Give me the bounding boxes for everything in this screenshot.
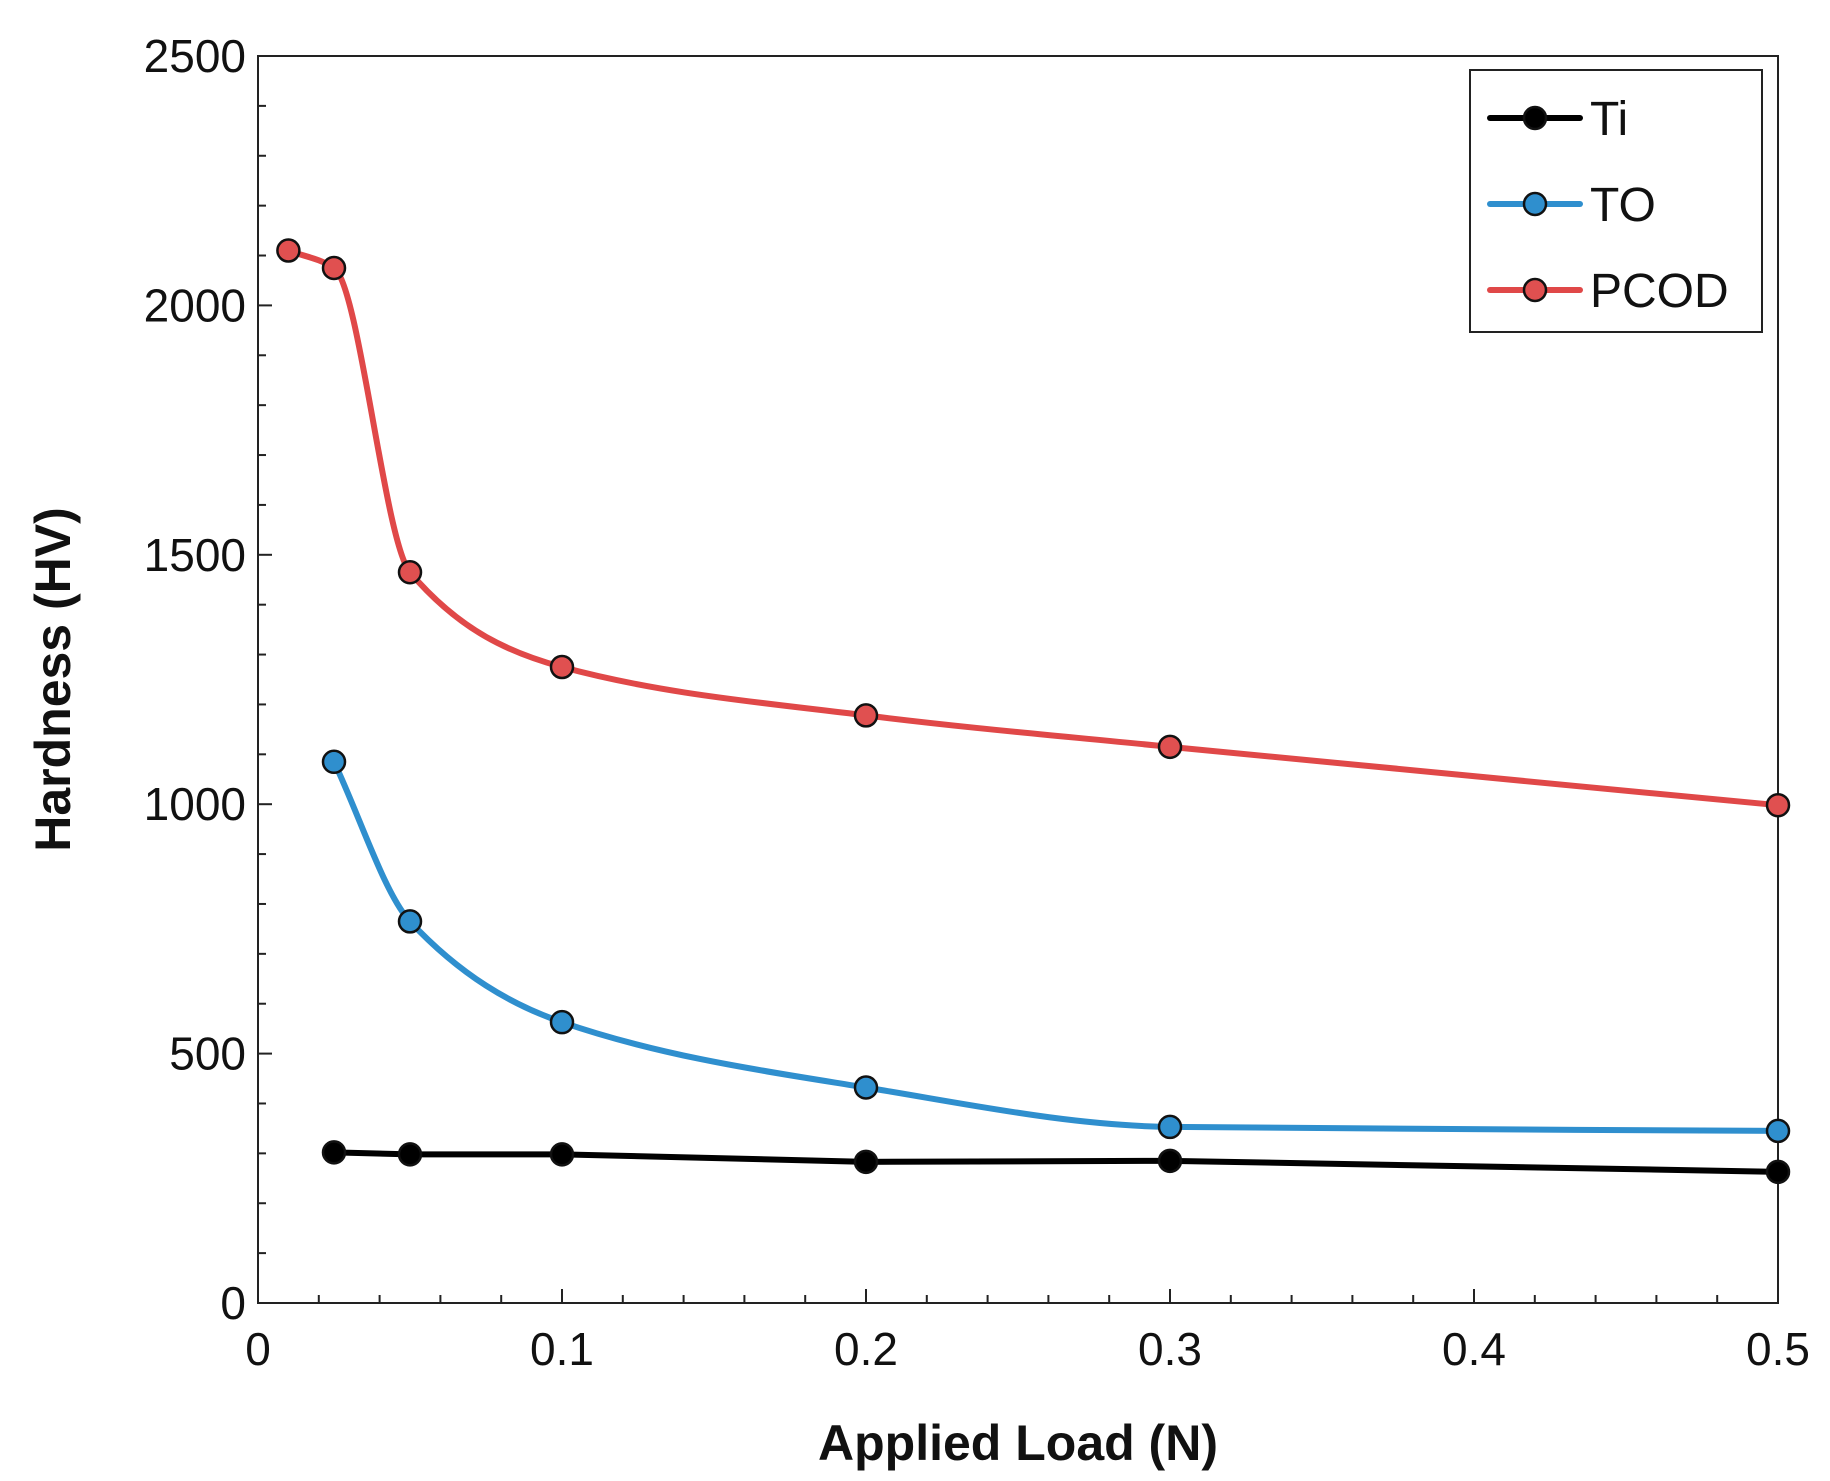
data-point-ti (1765, 1159, 1791, 1185)
legend: Ti TO PCOD (1469, 69, 1763, 333)
y-tick-label: 1000 (144, 778, 246, 830)
data-point-ti (397, 1142, 423, 1167)
data-point-to (853, 1075, 879, 1100)
data-point-to (549, 1009, 575, 1035)
data-point-pcod (276, 238, 301, 263)
x-tick-label: 0 (245, 1323, 271, 1375)
data-point-to (1157, 1114, 1183, 1140)
series-line-ti (331, 1149, 1781, 1175)
legend-marker-ti (1522, 105, 1548, 131)
data-point-to (321, 749, 347, 775)
x-axis-title: Applied Load (N) (818, 1415, 1218, 1471)
data-point-pcod (549, 654, 575, 680)
data-point-ti (321, 1140, 347, 1165)
plot-frame (257, 55, 1779, 1304)
legend-label-ti: Ti (1590, 93, 1628, 146)
axes: 0 500 1000 1500 2000 2500 0 0.1 0.2 0.3 0.4 0.5 Appl… (25, 30, 1810, 1471)
y-tick-label: 2000 (144, 279, 246, 331)
y-tick-label: 2500 (144, 30, 246, 82)
data-point-to (397, 909, 423, 934)
x-tick-label: 0.1 (530, 1323, 594, 1375)
data-point-pcod (853, 703, 879, 728)
data-point-pcod (397, 560, 423, 585)
x-tick-label: 0.2 (834, 1323, 898, 1375)
y-tick-label: 500 (169, 1028, 246, 1080)
series-lines (276, 238, 1791, 1185)
series-pcod (276, 238, 1791, 818)
x-tick-label: 0.5 (1746, 1323, 1810, 1375)
data-point-pcod (1157, 734, 1183, 760)
y-axis-title: Hardness (HV) (25, 507, 81, 852)
data-point-ti (549, 1142, 575, 1167)
legend-label-pcod: PCOD (1590, 265, 1729, 318)
series-ti (321, 1140, 1791, 1185)
legend-label-to: TO (1590, 179, 1656, 232)
series-line-pcod (285, 247, 1781, 809)
data-point-pcod (321, 255, 347, 281)
data-point-to (1765, 1118, 1791, 1144)
data-point-pcod (1765, 792, 1791, 818)
legend-marker-to (1522, 191, 1548, 217)
legend-marker-pcod (1522, 277, 1548, 303)
data-point-ti (1157, 1148, 1183, 1174)
y-tick-label: 1500 (144, 529, 246, 581)
y-tick-label: 0 (220, 1277, 246, 1329)
x-tick-label: 0.3 (1138, 1323, 1202, 1375)
data-point-ti (853, 1149, 879, 1175)
x-tick-label: 0.4 (1442, 1323, 1506, 1375)
series-to (321, 749, 1791, 1144)
